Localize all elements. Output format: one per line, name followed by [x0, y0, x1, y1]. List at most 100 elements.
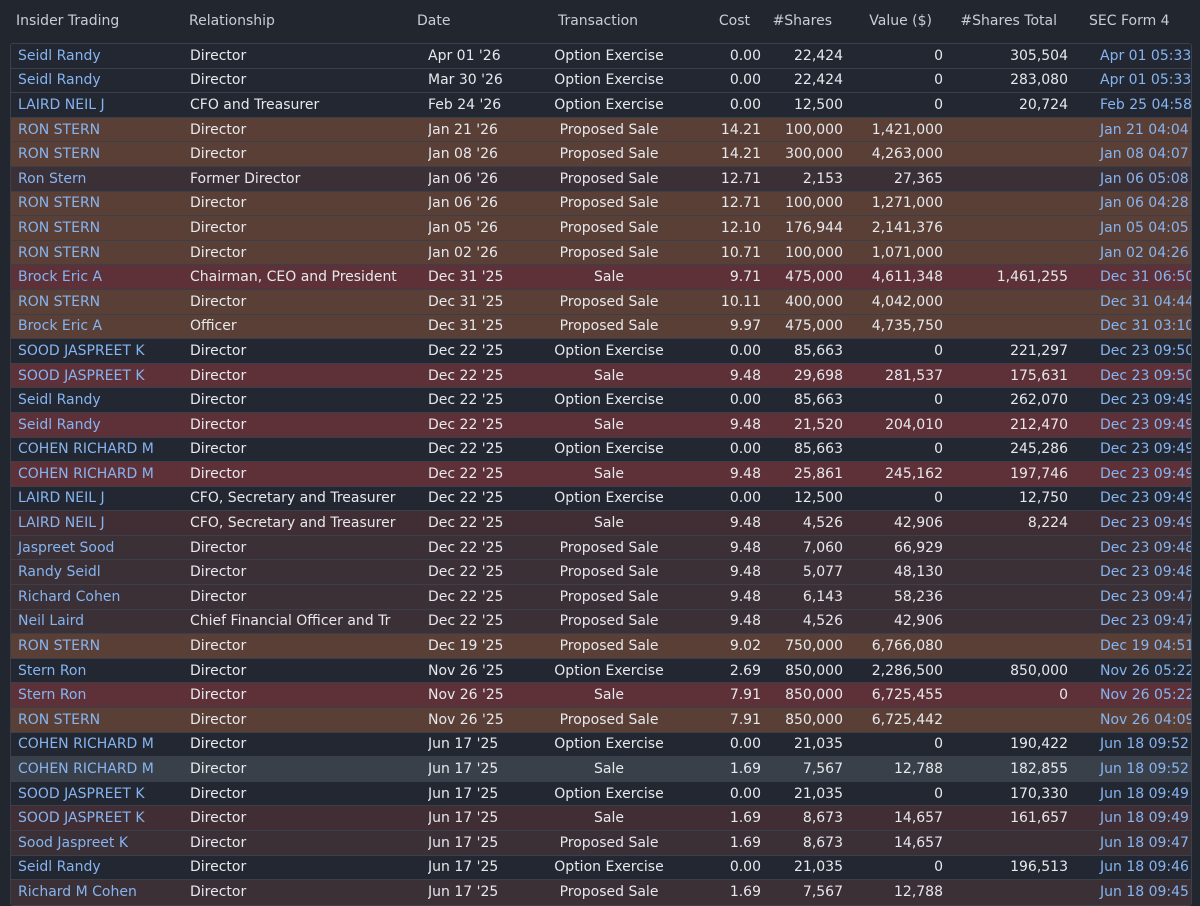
- sec-form-4-link[interactable]: Dec 23 09:49 PM: [1100, 491, 1192, 506]
- table-row[interactable]: RON STERN Director Jan 02 '26 Proposed Sale…: [11, 240, 1191, 266]
- table-row[interactable]: Jaspreet Sood Director Dec 22 '25 Proposed …: [11, 535, 1192, 561]
- table-row[interactable]: SOOD JASPREET K Director Dec 22 '25 Option …: [11, 339, 1191, 364]
- sec-form-4-link[interactable]: Dec 23 09:49 PM: [1100, 442, 1192, 457]
- sec-form-4-link[interactable]: Dec 31 03:10 PM: [1100, 319, 1192, 334]
- table-row[interactable]: Seidl Randy Director Mar 30 '26 Option Exer…: [11, 68, 1192, 94]
- insider-name-link[interactable]: RON STERN: [18, 147, 101, 162]
- sec-form-4-link[interactable]: Jun 18 09:49 PM: [1100, 811, 1191, 826]
- table-row[interactable]: LAIRD NEIL J CFO, Secretary and Treasurer…: [11, 511, 1191, 536]
- insider-name-link[interactable]: RON STERN: [18, 220, 101, 235]
- insider-name-link[interactable]: RON STERN: [18, 245, 101, 260]
- sec-form-4-link[interactable]: Jan 06 05:08 PM: [1100, 171, 1191, 186]
- sec-form-4-link[interactable]: Jan 02 04:26 PM: [1100, 245, 1191, 260]
- insider-name-link[interactable]: LAIRD NEIL J: [18, 491, 105, 506]
- insider-name-link[interactable]: Ron Stern: [18, 171, 87, 186]
- column-header-date[interactable]: Date: [417, 13, 451, 29]
- sec-form-4-link[interactable]: Apr 01 05:33 PM: [1100, 73, 1192, 88]
- sec-form-4-link[interactable]: Dec 31 04:44 PM: [1100, 294, 1192, 309]
- table-row[interactable]: Richard M Cohen Director Jun 17 '25 Propose…: [11, 880, 1191, 905]
- table-row[interactable]: Seidl Randy Director Apr 01 '26 Option Exer…: [11, 44, 1191, 69]
- sec-form-4-link[interactable]: Jan 06 04:28 PM: [1100, 196, 1191, 211]
- table-row[interactable]: Seidl Randy Director Jun 17 '25 Option Exer…: [11, 855, 1191, 881]
- table-row[interactable]: COHEN RICHARD M Director Jun 17 '25 Option …: [11, 732, 1191, 758]
- table-row[interactable]: SOOD JASPREET K Director Jun 17 '25 Option …: [11, 781, 1191, 807]
- table-row[interactable]: SOOD JASPREET K Director Jun 17 '25 Sale 1.6…: [11, 806, 1191, 831]
- insider-name-link[interactable]: RON STERN: [18, 196, 101, 211]
- sec-form-4-link[interactable]: Dec 23 09:49 PM: [1100, 393, 1192, 408]
- table-row[interactable]: RON STERN Director Nov 26 '25 Proposed Sale…: [11, 708, 1191, 733]
- column-header-insider[interactable]: Insider Trading: [16, 13, 120, 29]
- sec-form-4-link[interactable]: Nov 26 04:09 PM: [1100, 712, 1192, 727]
- insider-name-link[interactable]: RON STERN: [18, 712, 101, 727]
- sec-form-4-link[interactable]: Nov 26 05:22 PM: [1100, 663, 1192, 678]
- sec-form-4-link[interactable]: Dec 23 09:49 PM: [1100, 516, 1192, 531]
- table-row[interactable]: Randy Seidl Director Dec 22 '25 Proposed Sa…: [11, 560, 1192, 586]
- table-row[interactable]: LAIRD NEIL J CFO, Secretary and Treasurer…: [11, 486, 1192, 512]
- sec-form-4-link[interactable]: Dec 23 09:48 PM: [1100, 565, 1192, 580]
- insider-name-link[interactable]: Brock Eric A: [18, 319, 103, 334]
- column-header-transaction[interactable]: Transaction: [557, 13, 639, 29]
- table-row[interactable]: Brock Eric A Officer Dec 31 '25 Proposed Sa…: [11, 314, 1192, 340]
- insider-name-link[interactable]: SOOD JASPREET K: [18, 368, 145, 383]
- sec-form-4-link[interactable]: Jun 18 09:46 PM: [1100, 860, 1191, 875]
- insider-name-link[interactable]: Richard M Cohen: [18, 885, 137, 900]
- insider-name-link[interactable]: COHEN RICHARD M: [18, 466, 154, 481]
- table-row[interactable]: COHEN RICHARD M Director Dec 22 '25 Sale 9.4…: [11, 462, 1191, 487]
- table-row[interactable]: Sood Jaspreet K Director Jun 17 '25 Propose…: [11, 831, 1191, 856]
- insider-name-link[interactable]: LAIRD NEIL J: [18, 516, 105, 531]
- sec-form-4-link[interactable]: Dec 23 09:48 PM: [1100, 540, 1192, 555]
- column-header-value[interactable]: Value ($): [869, 13, 932, 29]
- insider-name-link[interactable]: Richard Cohen: [18, 589, 121, 604]
- table-row[interactable]: SOOD JASPREET K Director Dec 22 '25 Sale 9.4…: [11, 363, 1192, 389]
- sec-form-4-link[interactable]: Feb 25 04:58 PM: [1100, 97, 1192, 112]
- insider-name-link[interactable]: Neil Laird: [18, 614, 84, 629]
- sec-form-4-link[interactable]: Dec 23 09:50 PM: [1100, 343, 1192, 358]
- table-row[interactable]: RON STERN Director Dec 31 '25 Proposed Sale…: [11, 289, 1192, 315]
- sec-form-4-link[interactable]: Jun 18 09:52 PM: [1100, 737, 1191, 752]
- table-row[interactable]: Seidl Randy Director Dec 22 '25 Sale 9.48 21,…: [11, 412, 1191, 438]
- table-row[interactable]: RON STERN Director Jan 08 '26 Proposed Sale…: [11, 142, 1191, 167]
- table-row[interactable]: LAIRD NEIL J CFO and Treasurer Feb 24 '26 O…: [11, 93, 1191, 118]
- insider-name-link[interactable]: Brock Eric A: [18, 270, 103, 285]
- column-header-sec-form-4[interactable]: SEC Form 4: [1089, 13, 1170, 29]
- column-header-shares-total[interactable]: #Shares Total: [960, 13, 1057, 29]
- table-row[interactable]: Brock Eric A Chairman, CEO and President D…: [11, 265, 1191, 290]
- sec-form-4-link[interactable]: Jun 18 09:47 PM: [1100, 835, 1191, 850]
- insider-name-link[interactable]: SOOD JASPREET K: [18, 343, 145, 358]
- table-row[interactable]: Richard Cohen Director Dec 22 '25 Proposed …: [11, 585, 1191, 610]
- sec-form-4-link[interactable]: Dec 23 09:47 PM: [1100, 589, 1192, 604]
- insider-name-link[interactable]: Seidl Randy: [18, 73, 101, 88]
- insider-name-link[interactable]: SOOD JASPREET K: [18, 811, 145, 826]
- sec-form-4-link[interactable]: Dec 23 09:49 PM: [1100, 466, 1192, 481]
- table-row[interactable]: Stern Ron Director Nov 26 '25 Sale 7.91 850,0…: [11, 683, 1192, 709]
- column-header-relationship[interactable]: Relationship: [189, 13, 275, 29]
- insider-name-link[interactable]: Jaspreet Sood: [18, 540, 115, 555]
- table-row[interactable]: Ron Stern Former Director Jan 06 '26 Propos…: [11, 166, 1191, 192]
- sec-form-4-link[interactable]: Jun 18 09:52 PM: [1100, 762, 1191, 777]
- insider-name-link[interactable]: COHEN RICHARD M: [18, 762, 154, 777]
- table-row[interactable]: RON STERN Director Jan 21 '26 Proposed Sale…: [11, 117, 1191, 143]
- table-row[interactable]: COHEN RICHARD M Director Dec 22 '25 Option …: [11, 437, 1192, 463]
- insider-name-link[interactable]: COHEN RICHARD M: [18, 737, 154, 752]
- insider-name-link[interactable]: Stern Ron: [18, 688, 87, 703]
- insider-name-link[interactable]: RON STERN: [18, 122, 101, 137]
- sec-form-4-link[interactable]: Jan 21 04:04 PM: [1100, 122, 1191, 137]
- insider-name-link[interactable]: Randy Seidl: [18, 565, 101, 580]
- table-row[interactable]: RON STERN Director Jan 06 '26 Proposed Sale…: [11, 191, 1191, 217]
- insider-name-link[interactable]: LAIRD NEIL J: [18, 97, 105, 112]
- sec-form-4-link[interactable]: Dec 23 09:50 PM: [1100, 368, 1192, 383]
- insider-name-link[interactable]: Seidl Randy: [18, 860, 101, 875]
- insider-name-link[interactable]: Seidl Randy: [18, 393, 101, 408]
- sec-form-4-link[interactable]: Nov 26 05:22 PM: [1100, 688, 1192, 703]
- table-row[interactable]: RON STERN Director Jan 05 '26 Proposed Sale…: [11, 216, 1191, 241]
- sec-form-4-link[interactable]: Dec 31 06:50 PM: [1100, 270, 1192, 285]
- sec-form-4-link[interactable]: Dec 19 04:51 PM: [1100, 639, 1192, 654]
- table-row[interactable]: COHEN RICHARD M Director Jun 17 '25 Sale 1.6…: [11, 757, 1191, 782]
- insider-name-link[interactable]: Seidl Randy: [18, 48, 101, 63]
- column-header-cost[interactable]: Cost: [718, 13, 750, 29]
- insider-name-link[interactable]: Sood Jaspreet K: [18, 835, 129, 850]
- sec-form-4-link[interactable]: Jun 18 09:49 PM: [1100, 786, 1191, 801]
- sec-form-4-link[interactable]: Jan 05 04:05 PM: [1100, 220, 1191, 235]
- table-row[interactable]: Stern Ron Director Nov 26 '25 Option Exerci…: [11, 658, 1192, 684]
- sec-form-4-link[interactable]: Dec 23 09:47 PM: [1100, 614, 1192, 629]
